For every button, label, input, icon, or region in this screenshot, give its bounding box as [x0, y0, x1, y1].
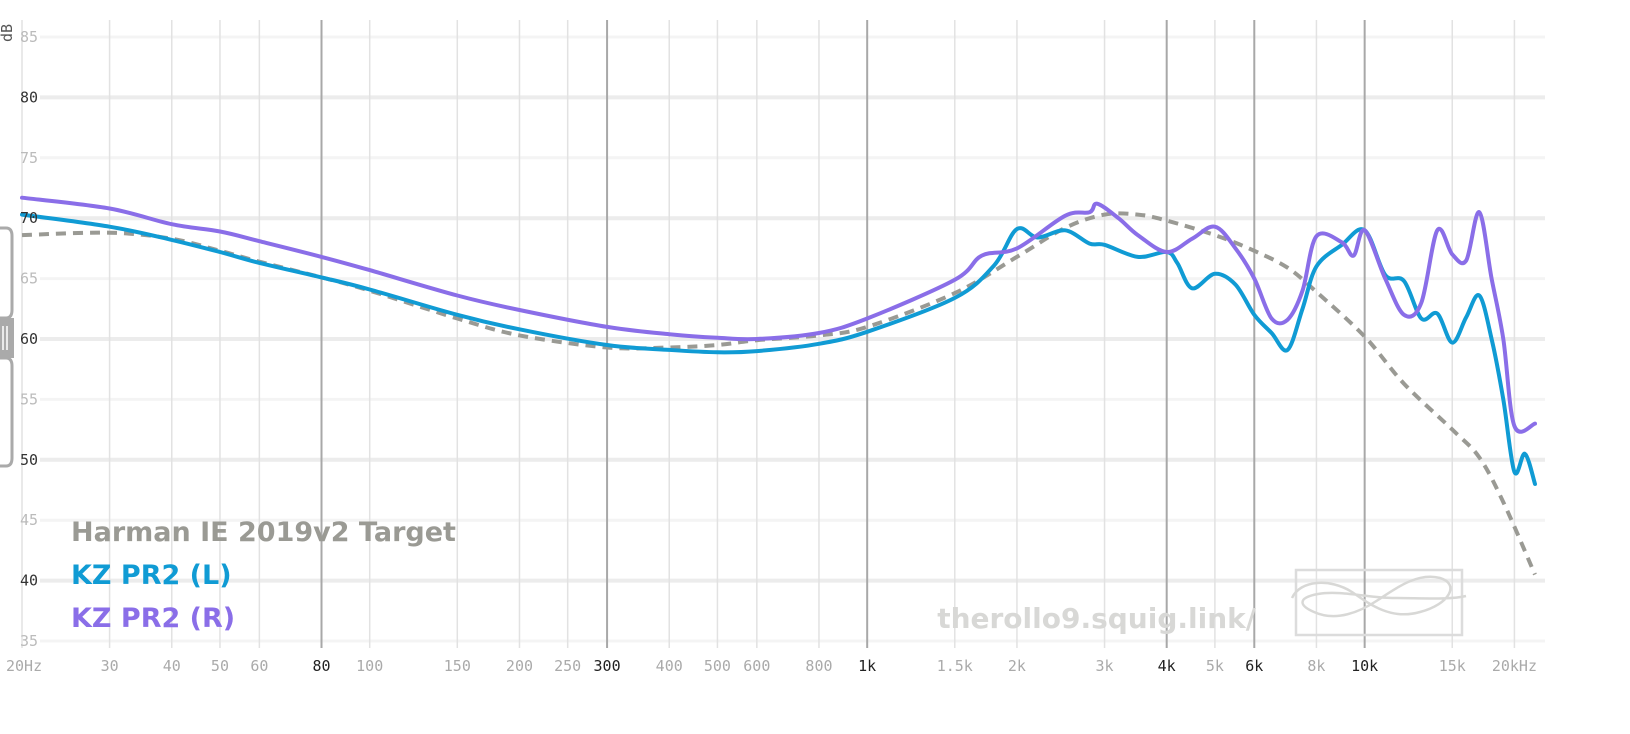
x-tick-label: 15k	[1439, 657, 1466, 675]
x-tick-label: 8k	[1307, 657, 1325, 675]
x-tick-label: 1k	[858, 657, 876, 675]
x-tick-label: 800	[805, 657, 832, 675]
y-axis-scale-handle[interactable]	[0, 226, 14, 468]
x-tick-label: 100	[356, 657, 383, 675]
target-curve	[21, 211, 1537, 576]
scale-handle-bottom[interactable]	[0, 356, 14, 468]
y-tick-label: 60	[20, 330, 38, 348]
x-tick-label: 6k	[1245, 657, 1263, 675]
watermark-logo	[1290, 568, 1467, 637]
left-channel-curve	[20, 212, 1537, 486]
y-tick-label: 45	[20, 511, 38, 529]
x-tick-label: 20Hz	[6, 657, 42, 675]
watermark-group: therollo9.squig.link/	[937, 568, 1467, 637]
x-tick-label: 50	[211, 657, 229, 675]
y-tick-label: 85	[20, 28, 38, 46]
grid	[21, 20, 1545, 648]
x-tick-label: 30	[101, 657, 119, 675]
legend-target: Harman IE 2019v2 Target	[71, 517, 456, 548]
x-tick-label: 40	[163, 657, 181, 675]
x-tick-label: 60	[250, 657, 268, 675]
x-tick-label: 400	[656, 657, 683, 675]
x-tick-label: 500	[704, 657, 731, 675]
curves	[20, 195, 1537, 576]
y-tick-label: 55	[20, 390, 38, 408]
x-tick-label: 5k	[1206, 657, 1224, 675]
x-tick-labels: 20Hz 30 40 50 60 80 100 150 200 250 300 400 500 600 80…	[6, 657, 1537, 675]
x-tick-label: 80	[312, 657, 330, 675]
right-channel-curve	[20, 195, 1537, 434]
y-tick-label: 75	[20, 149, 38, 167]
x-tick-label: 20kHz	[1492, 657, 1537, 675]
y-tick-labels: 85 80 75 70 65 60 55 50 45 40 35	[20, 28, 38, 650]
watermark-logo-flourish	[1290, 575, 1467, 618]
legend-right: KZ PR2 (R)	[71, 603, 235, 634]
x-tick-label: 2k	[1008, 657, 1026, 675]
x-tick-label: 10k	[1351, 657, 1378, 675]
x-tick-label: 300	[594, 657, 621, 675]
y-tick-label: 40	[20, 572, 38, 590]
y-tick-label: 35	[20, 632, 38, 650]
x-tick-label: 3k	[1096, 657, 1114, 675]
watermark-text: therollo9.squig.link/	[937, 602, 1257, 635]
x-tick-label: 1.5k	[937, 657, 973, 675]
y-tick-label: 50	[20, 451, 38, 469]
watermark-logo-frame	[1294, 568, 1464, 637]
x-tick-label: 150	[444, 657, 471, 675]
legend: Harman IE 2019v2 Target KZ PR2 (L) KZ PR2 …	[71, 517, 456, 634]
x-tick-label: 200	[506, 657, 533, 675]
x-tick-label: 250	[554, 657, 581, 675]
x-tick-label: 4k	[1158, 657, 1176, 675]
x-tick-label: 600	[743, 657, 770, 675]
scale-handle-top[interactable]	[0, 226, 14, 320]
y-tick-label: 80	[20, 88, 38, 106]
y-axis-label: dB	[0, 24, 16, 42]
y-tick-label: 65	[20, 270, 38, 288]
y-tick-label: 70	[20, 209, 38, 227]
legend-left: KZ PR2 (L)	[71, 560, 232, 591]
